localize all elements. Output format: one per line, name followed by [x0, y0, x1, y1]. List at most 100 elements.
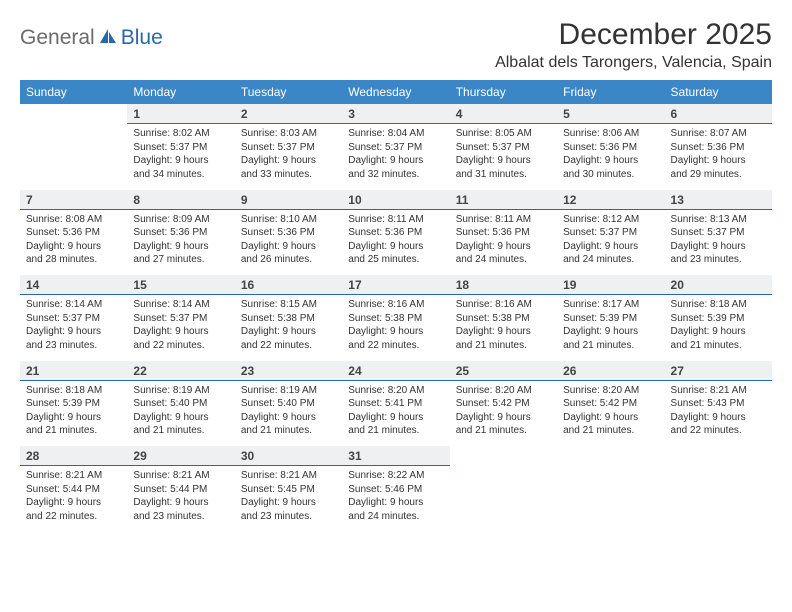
day-number: 4 [456, 107, 463, 121]
day-sunrise: Sunrise: 8:21 AM [26, 469, 121, 483]
weekday-header: Thursday [450, 80, 557, 104]
day-dl2: and 23 minutes. [26, 339, 121, 353]
day-number-cell: 9 [235, 190, 342, 210]
day-dl2: and 28 minutes. [26, 253, 121, 267]
day-dl1: Daylight: 9 hours [563, 154, 658, 168]
day-number: 6 [671, 107, 678, 121]
day-number-cell: 26 [557, 361, 664, 381]
day-info-row: Sunrise: 8:02 AM Sunset: 5:37 PM Daylight:… [20, 124, 772, 190]
day-number-cell: 8 [127, 190, 234, 210]
day-info-cell: Sunrise: 8:05 AMSunset: 5:37 PMDaylight:… [450, 124, 557, 190]
title-block: December 2025 Albalat dels Tarongers, Va… [495, 18, 772, 72]
day-number-cell: 16 [235, 275, 342, 295]
day-info-cell: Sunrise: 8:21 AMSunset: 5:43 PMDaylight:… [665, 380, 772, 446]
day-dl2: and 31 minutes. [456, 168, 551, 182]
day-dl2: and 32 minutes. [348, 168, 443, 182]
day-info-cell: Sunrise: 8:14 AMSunset: 5:37 PMDaylight:… [127, 295, 234, 361]
day-sunset: Sunset: 5:37 PM [241, 141, 336, 155]
day-dl1: Daylight: 9 hours [26, 496, 121, 510]
day-dl1: Daylight: 9 hours [563, 325, 658, 339]
day-dl2: and 23 minutes. [671, 253, 766, 267]
day-info-row: Sunrise: 8:14 AMSunset: 5:37 PMDaylight:… [20, 295, 772, 361]
day-number: 30 [241, 449, 254, 463]
day-dl2: and 21 minutes. [348, 424, 443, 438]
weekday-header: Friday [557, 80, 664, 104]
day-number: 21 [26, 364, 39, 378]
day-info-cell: Sunrise: 8:22 AMSunset: 5:46 PMDaylight:… [342, 466, 449, 532]
day-sunset: Sunset: 5:36 PM [241, 226, 336, 240]
day-number: 11 [456, 193, 469, 207]
day-number-cell: 6 [665, 104, 772, 124]
day-sunset: Sunset: 5:42 PM [563, 397, 658, 411]
day-sunset: Sunset: 5:36 PM [671, 141, 766, 155]
day-info-cell: Sunrise: 8:20 AMSunset: 5:42 PMDaylight:… [450, 380, 557, 446]
weekday-header: Monday [127, 80, 234, 104]
day-number-cell: 20 [665, 275, 772, 295]
day-info-cell: Sunrise: 8:15 AMSunset: 5:38 PMDaylight:… [235, 295, 342, 361]
day-number-cell: 4 [450, 104, 557, 124]
day-sunset: Sunset: 5:39 PM [26, 397, 121, 411]
day-info-cell: Sunrise: 8:02 AMSunset: 5:37 PMDaylight:… [127, 124, 234, 190]
day-dl2: and 22 minutes. [671, 424, 766, 438]
day-sunset: Sunset: 5:36 PM [348, 226, 443, 240]
day-number: 20 [671, 278, 684, 292]
day-dl1: Daylight: 9 hours [133, 325, 228, 339]
day-number-cell: 13 [665, 190, 772, 210]
day-number: 24 [348, 364, 361, 378]
day-info-cell: Sunrise: 8:09 AMSunset: 5:36 PMDaylight:… [127, 209, 234, 275]
day-number-cell: 24 [342, 361, 449, 381]
day-number: 26 [563, 364, 576, 378]
day-sunrise: Sunrise: 8:11 AM [348, 213, 443, 227]
day-number-cell: 3 [342, 104, 449, 124]
day-dl2: and 25 minutes. [348, 253, 443, 267]
day-sunrise: Sunrise: 8:15 AM [241, 298, 336, 312]
day-dl1: Daylight: 9 hours [671, 411, 766, 425]
day-sunset: Sunset: 5:36 PM [563, 141, 658, 155]
day-number-cell [665, 446, 772, 466]
day-dl2: and 21 minutes. [241, 424, 336, 438]
day-number-cell: 2 [235, 104, 342, 124]
day-sunset: Sunset: 5:38 PM [456, 312, 551, 326]
day-sunset: Sunset: 5:40 PM [241, 397, 336, 411]
day-sunrise: Sunrise: 8:20 AM [563, 384, 658, 398]
day-sunrise: Sunrise: 8:12 AM [563, 213, 658, 227]
day-number-cell: 10 [342, 190, 449, 210]
day-dl2: and 21 minutes. [456, 424, 551, 438]
day-dl1: Daylight: 9 hours [348, 325, 443, 339]
day-info-cell: Sunrise: 8:07 AMSunset: 5:36 PMDaylight:… [665, 124, 772, 190]
brand-part2: Blue [121, 26, 163, 50]
day-dl2: and 21 minutes. [563, 339, 658, 353]
day-number-cell: 11 [450, 190, 557, 210]
day-dl2: and 21 minutes. [563, 424, 658, 438]
day-number: 18 [456, 278, 469, 292]
day-number-cell: 17 [342, 275, 449, 295]
day-dl1: Daylight: 9 hours [348, 496, 443, 510]
day-dl2: and 24 minutes. [456, 253, 551, 267]
day-dl1: Daylight: 9 hours [671, 154, 766, 168]
day-sunrise: Sunrise: 8:09 AM [133, 213, 228, 227]
day-sunset: Sunset: 5:37 PM [456, 141, 551, 155]
day-info-cell: Sunrise: 8:21 AMSunset: 5:45 PMDaylight:… [235, 466, 342, 532]
day-sunrise: Sunrise: 8:05 AM [456, 127, 551, 141]
day-info-cell: Sunrise: 8:03 AMSunset: 5:37 PMDaylight:… [235, 124, 342, 190]
day-dl2: and 22 minutes. [241, 339, 336, 353]
day-sunrise: Sunrise: 8:19 AM [133, 384, 228, 398]
day-sunrise: Sunrise: 8:17 AM [563, 298, 658, 312]
day-sunset: Sunset: 5:37 PM [26, 312, 121, 326]
day-dl2: and 22 minutes. [348, 339, 443, 353]
day-info-cell: Sunrise: 8:18 AMSunset: 5:39 PMDaylight:… [20, 380, 127, 446]
day-dl2: and 22 minutes. [133, 339, 228, 353]
day-number: 27 [671, 364, 684, 378]
day-sunrise: Sunrise: 8:21 AM [241, 469, 336, 483]
day-number: 13 [671, 193, 684, 207]
day-number-cell: 23 [235, 361, 342, 381]
day-sunset: Sunset: 5:39 PM [671, 312, 766, 326]
day-sunset: Sunset: 5:40 PM [133, 397, 228, 411]
day-sunrise: Sunrise: 8:21 AM [671, 384, 766, 398]
daynum-row: 28293031 [20, 446, 772, 466]
day-sunset: Sunset: 5:37 PM [133, 312, 228, 326]
day-dl1: Daylight: 9 hours [348, 411, 443, 425]
day-sunrise: Sunrise: 8:02 AM [133, 127, 228, 141]
daynum-row: 123456 [20, 104, 772, 124]
day-sunrise: Sunrise: 8:03 AM [241, 127, 336, 141]
